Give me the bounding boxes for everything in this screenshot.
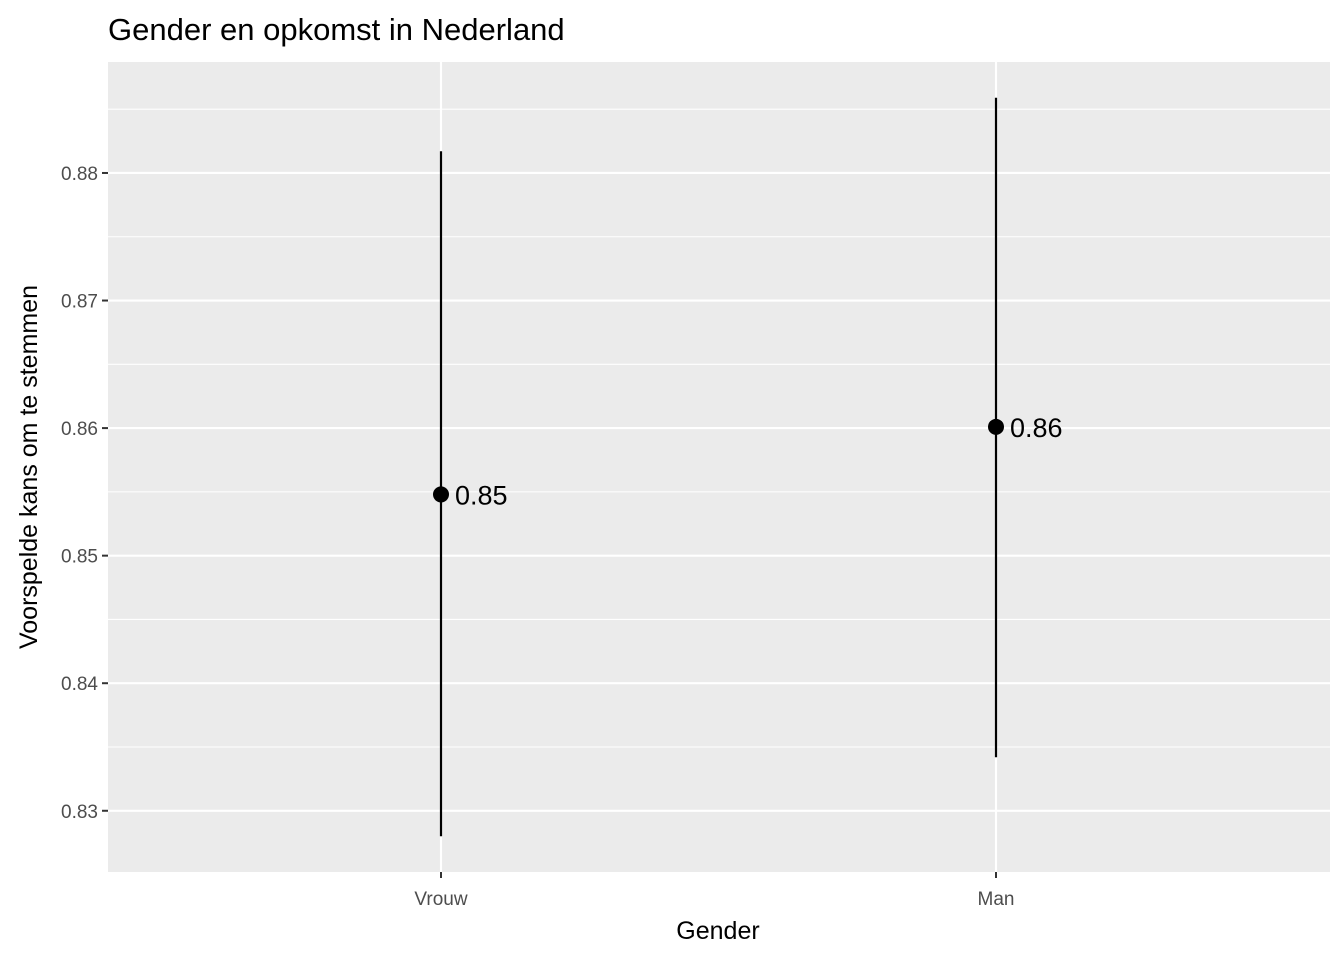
- chart-title: Gender en opkomst in Nederland: [108, 12, 565, 47]
- x-tick-label: Vrouw: [414, 889, 467, 910]
- y-axis-title: Voorspelde kans om te stemmen: [15, 285, 43, 649]
- data-marks: 0.85 0.86: [433, 97, 1063, 837]
- y-tick-label: 0.83: [61, 802, 98, 823]
- x-axis: Vrouw Man: [414, 872, 1014, 910]
- y-tick-label: 0.85: [61, 547, 98, 568]
- y-tick-label: 0.86: [61, 419, 98, 440]
- y-tick-label: 0.84: [61, 674, 98, 695]
- point-value-label: 0.85: [455, 480, 508, 510]
- y-axis: 0.83 0.84 0.85 0.86 0.87 0.88: [61, 164, 108, 823]
- point-value-label: 0.86: [1010, 413, 1063, 443]
- plot-panel: [108, 62, 1330, 872]
- minor-gridlines: [108, 108, 1330, 748]
- data-point: [433, 486, 449, 503]
- x-axis-title: Gender: [676, 917, 759, 945]
- data-point: [988, 418, 1004, 435]
- x-tick-label: Man: [978, 889, 1015, 910]
- y-tick-label: 0.88: [61, 164, 98, 185]
- y-tick-label: 0.87: [61, 292, 98, 313]
